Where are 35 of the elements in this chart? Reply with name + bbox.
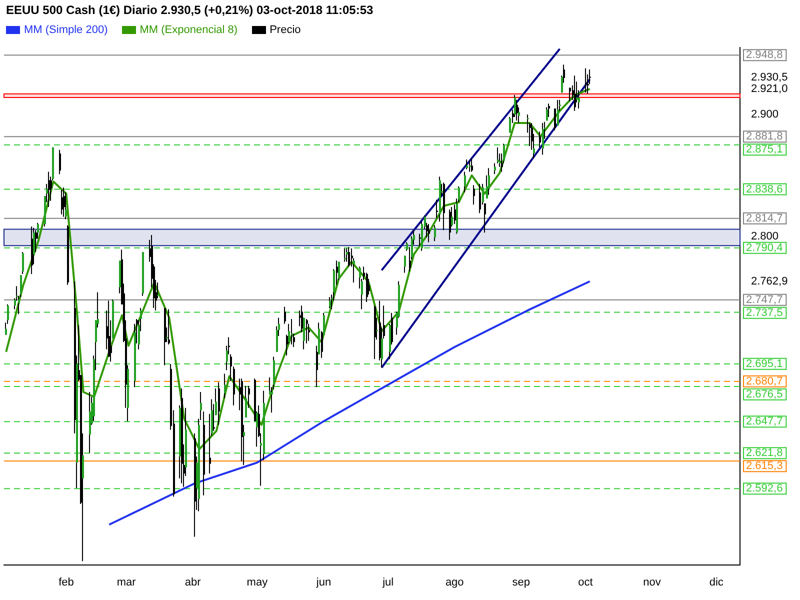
ref-line-label: 2.592,6 — [746, 482, 783, 495]
x-tick-label: jul — [382, 576, 394, 588]
x-tick-label: nov — [643, 576, 662, 588]
x-tick-label: feb — [58, 576, 74, 588]
x-tick-label: mar — [116, 576, 136, 588]
ref-line-label: 2.737,5 — [746, 306, 783, 319]
text: MM (Exponencial 8) — [140, 24, 238, 36]
ref-line-label: 2.838,6 — [746, 183, 783, 196]
ref-line-label: 2.615,3 — [746, 460, 783, 472]
ref-line-label: 2.875,1 — [746, 144, 783, 156]
chart-title: EEUU 500 Cash (1€) Diario 2.930,5 (+0,21%) 03-oct-2018 11:05:53 — [5, 2, 374, 19]
x-tick-label: may — [246, 576, 268, 588]
ref-line-label: 2.621,8 — [746, 447, 783, 460]
ref-line-label: 2.790,4 — [746, 242, 783, 254]
ref-line-label: 2.881,8 — [746, 130, 783, 143]
x-tick-label: jun — [315, 576, 332, 588]
y-tick-label: 2.900 — [751, 108, 779, 121]
y-tick-label: 2.762,9 — [751, 275, 788, 288]
ref-line-label: 2.695,1 — [746, 358, 783, 370]
ref-line-label: 2.676,5 — [746, 388, 783, 400]
ref-line-label: 2.747,7 — [746, 294, 783, 306]
ref-line-label: 2.948,8 — [746, 49, 783, 62]
x-tick-label: dic — [709, 576, 724, 588]
y-tick-label: 2.800 — [751, 230, 779, 242]
x-tick-label: abr — [184, 576, 202, 588]
x-tick-label: oct — [578, 576, 593, 588]
text: Precio — [270, 24, 301, 36]
y-tick-label: 2.921,0 — [751, 83, 788, 96]
text: MM (Simple 200) — [24, 24, 108, 36]
y-tick-label: 2.930,5 — [751, 71, 788, 84]
x-tick-label: ago — [445, 576, 464, 588]
ref-line-label: 2.680,7 — [746, 375, 783, 388]
ref-line-label: 2.814,7 — [746, 212, 783, 224]
ref-line-label: 2.647,7 — [746, 416, 783, 428]
x-tick-label: sep — [512, 576, 530, 588]
